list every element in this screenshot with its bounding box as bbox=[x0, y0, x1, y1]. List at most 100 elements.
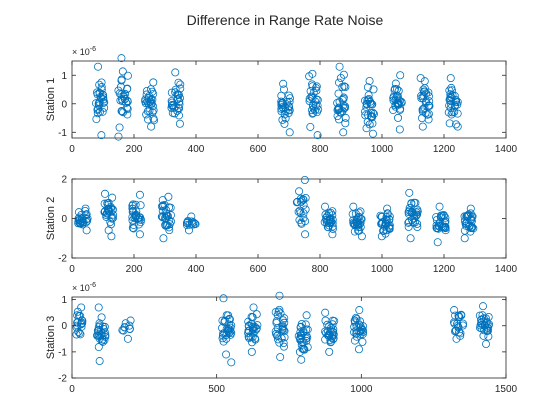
scatter-point bbox=[312, 82, 321, 91]
scatter-point bbox=[438, 223, 447, 232]
scatter-point bbox=[271, 308, 280, 317]
scatter-point bbox=[356, 207, 365, 216]
scatter-point bbox=[451, 311, 460, 320]
scatter-point bbox=[446, 96, 455, 105]
scatter-point bbox=[123, 110, 132, 119]
scatter-point bbox=[119, 108, 128, 117]
x-tick-label: 800 bbox=[312, 144, 329, 155]
scatter-point bbox=[457, 310, 466, 319]
x-tick-label: 1400 bbox=[495, 144, 518, 155]
scatter-point bbox=[348, 210, 357, 219]
scatter-point bbox=[297, 218, 306, 227]
scatter-point bbox=[93, 326, 102, 335]
scatter-point bbox=[447, 110, 456, 119]
scatter-point bbox=[391, 96, 400, 105]
scatter-point bbox=[102, 209, 111, 218]
scatter-point bbox=[224, 329, 233, 338]
scatter-pass bbox=[305, 69, 323, 140]
scatter-point bbox=[326, 338, 335, 347]
scatter-pass bbox=[350, 306, 368, 354]
scatter-point bbox=[341, 119, 350, 128]
scatter-point bbox=[419, 104, 428, 113]
scatter-point bbox=[405, 188, 414, 197]
scatter-point bbox=[129, 224, 138, 233]
scatter-point bbox=[391, 79, 400, 88]
scatter-point bbox=[305, 72, 314, 81]
scatter-point bbox=[450, 306, 459, 315]
scatter-point bbox=[132, 211, 141, 220]
scatter-point bbox=[364, 91, 373, 100]
scatter-point bbox=[149, 106, 158, 115]
scatter-point bbox=[126, 316, 135, 325]
scatter-point bbox=[417, 94, 426, 103]
scatter-pass bbox=[294, 311, 312, 364]
scatter-point bbox=[413, 222, 422, 231]
scatter-point bbox=[145, 97, 154, 106]
scatter-point bbox=[334, 89, 343, 98]
scatter-point bbox=[94, 101, 103, 110]
scatter-point bbox=[225, 325, 234, 334]
scatter-point bbox=[404, 208, 413, 217]
scatter-point bbox=[100, 322, 109, 331]
scatter-point bbox=[299, 201, 308, 210]
scatter-point bbox=[456, 331, 465, 340]
scatter-point bbox=[158, 196, 167, 205]
scatter-point bbox=[475, 311, 484, 320]
x-tick-label: 1000 bbox=[350, 384, 373, 395]
x-tick-label: 800 bbox=[312, 264, 329, 275]
scatter-point bbox=[439, 210, 448, 219]
x-tick-label: 1200 bbox=[433, 264, 456, 275]
scatter-point bbox=[226, 330, 235, 339]
scatter-point bbox=[123, 96, 132, 105]
scatter-point bbox=[115, 123, 124, 132]
scatter-point bbox=[396, 71, 405, 80]
scatter-point bbox=[299, 209, 308, 218]
scatter-point bbox=[95, 321, 104, 330]
scatter-point bbox=[381, 229, 390, 238]
scatter-pass bbox=[444, 74, 462, 131]
x-tick-label: 1400 bbox=[495, 264, 518, 275]
scatter-point bbox=[92, 115, 101, 124]
scatter-point bbox=[321, 308, 330, 317]
scatter-point bbox=[307, 92, 316, 101]
scatter-pass bbox=[450, 306, 468, 343]
scatter-pass bbox=[333, 62, 350, 137]
scatter-point bbox=[424, 92, 433, 101]
scatter-point bbox=[308, 109, 317, 118]
y-exponent-base: × 10 bbox=[72, 47, 90, 57]
y-axis-label: Station 3 bbox=[45, 316, 57, 359]
scatter-point bbox=[355, 306, 364, 315]
x-tick-label: 1000 bbox=[371, 144, 394, 155]
scatter-point bbox=[77, 210, 86, 219]
scatter-point bbox=[116, 82, 125, 91]
scatter-point bbox=[376, 211, 385, 220]
scatter-pass bbox=[218, 294, 236, 367]
scatter-pass bbox=[271, 291, 289, 362]
scatter-point bbox=[462, 218, 471, 227]
scatter-point bbox=[308, 82, 317, 91]
scatter-point bbox=[339, 93, 348, 102]
scatter-pass bbox=[475, 302, 494, 349]
scatter-pass bbox=[292, 175, 310, 239]
y-tick-label: -1 bbox=[58, 128, 67, 139]
scatter-point bbox=[389, 94, 398, 103]
scatter-point bbox=[94, 343, 103, 352]
scatter-point bbox=[298, 195, 307, 204]
scatter-point bbox=[279, 342, 288, 351]
scatter-point bbox=[249, 322, 258, 331]
scatter-point bbox=[77, 319, 86, 328]
scatter-pass bbox=[114, 54, 132, 141]
scatter-point bbox=[73, 307, 82, 316]
scatter-point bbox=[350, 322, 359, 331]
y-axis-label: Station 1 bbox=[45, 78, 57, 121]
scatter-point bbox=[339, 70, 348, 79]
y-tick-label: 0 bbox=[61, 99, 67, 110]
scatter-pass bbox=[167, 68, 185, 128]
scatter-point bbox=[354, 345, 363, 354]
x-tick-label: 0 bbox=[69, 264, 75, 275]
x-tick-label: 600 bbox=[250, 264, 267, 275]
scatter-point bbox=[339, 128, 348, 137]
scatter-point bbox=[279, 85, 288, 94]
scatter-point bbox=[460, 216, 469, 225]
y-exponent-label: × 10-6 bbox=[72, 46, 96, 57]
